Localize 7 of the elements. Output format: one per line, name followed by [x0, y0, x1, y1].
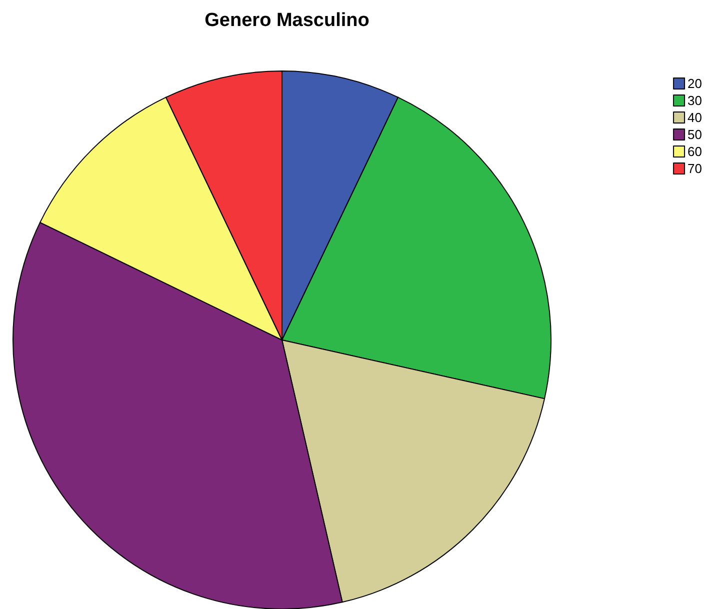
legend-label: 60 — [688, 144, 702, 159]
legend-label: 40 — [688, 110, 702, 125]
legend-label: 30 — [688, 93, 702, 108]
legend-label: 50 — [688, 127, 702, 142]
legend-label: 70 — [688, 161, 702, 176]
legend-label: 20 — [688, 76, 702, 91]
chart-title: Genero Masculino — [204, 10, 370, 31]
